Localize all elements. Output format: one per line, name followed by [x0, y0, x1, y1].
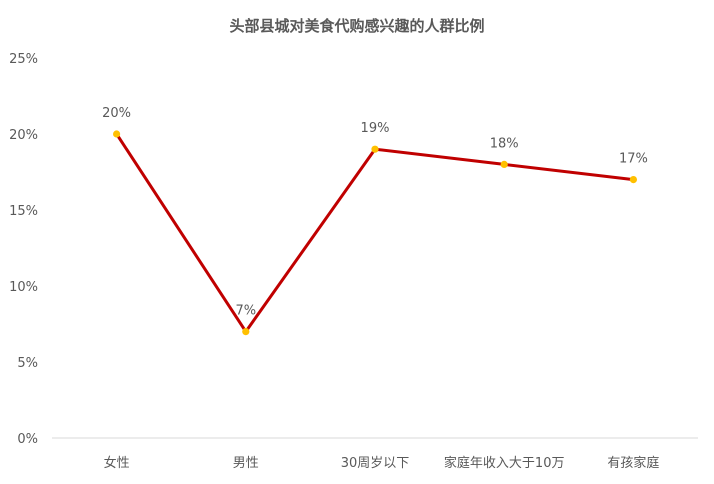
- data-point-marker: [113, 130, 121, 138]
- x-tick-label: 女性: [104, 455, 130, 471]
- data-label: 18%: [490, 136, 519, 151]
- y-tick-label: 5%: [17, 356, 38, 371]
- x-axis: 女性 男性 30周岁以下 家庭年收入大于10万 有孩家庭: [104, 455, 660, 471]
- x-tick-label: 30周岁以下: [341, 456, 410, 471]
- data-point-marker: [371, 145, 379, 153]
- data-point-marker: [629, 176, 638, 184]
- chart-title: 头部县城对美食代购感兴趣的人群比例: [229, 17, 484, 35]
- series-line: [115, 132, 635, 334]
- series-line-group: [115, 132, 635, 334]
- data-label: 19%: [361, 121, 390, 136]
- markers-group: [113, 130, 638, 336]
- y-tick-label: 10%: [9, 280, 38, 295]
- data-label: 17%: [619, 152, 648, 167]
- y-tick-label: 15%: [9, 204, 38, 219]
- x-tick-label: 家庭年收入大于10万: [444, 455, 565, 471]
- x-tick-label: 男性: [233, 456, 259, 471]
- y-tick-label: 25%: [9, 52, 38, 67]
- data-labels-group: 20% 7% 19% 18% 17%: [102, 106, 648, 319]
- y-tick-label: 20%: [9, 128, 38, 143]
- data-label: 20%: [102, 106, 131, 121]
- y-tick-label: 0%: [17, 432, 38, 447]
- data-point-marker: [500, 160, 508, 168]
- data-label: 7%: [235, 304, 256, 319]
- x-tick-label: 有孩家庭: [607, 455, 659, 471]
- data-point-marker: [242, 328, 250, 336]
- y-axis: 0% 5% 10% 15% 20% 25%: [9, 52, 38, 447]
